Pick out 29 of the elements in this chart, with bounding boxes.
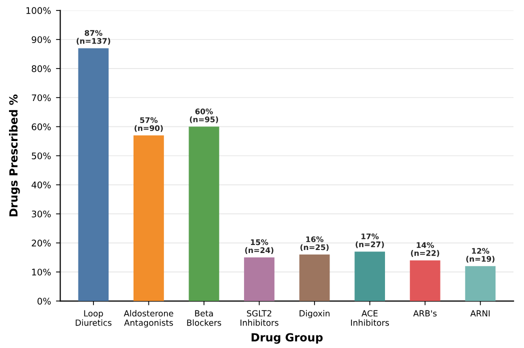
y-tick-label: 50% <box>32 152 51 160</box>
y-tick-label: 90% <box>32 36 51 44</box>
y-axis-title: Drugs Prescribed % <box>9 94 20 216</box>
x-tick-label: ACE Inhibitors <box>351 310 389 326</box>
y-tick-label: 20% <box>32 240 51 246</box>
y-tick-label: 60% <box>32 123 51 130</box>
x-tick-label: Digoxin <box>300 310 330 318</box>
y-tick-label: 80% <box>32 65 51 72</box>
y-tick-label: 0% <box>38 298 51 305</box>
y-tick-label: 30% <box>32 210 51 218</box>
x-tick-label: SGLT2 Inhibitors <box>240 310 278 326</box>
bar <box>134 135 164 302</box>
y-tick-label: 40% <box>32 182 51 188</box>
x-tick-label: ARNI <box>470 310 490 316</box>
bar <box>410 260 440 302</box>
y-tick-label: 100% <box>26 7 51 14</box>
x-tick-label: Aldosterone Antagonists <box>124 310 174 328</box>
y-tick-label: 10% <box>32 268 51 276</box>
x-tick-label: Beta Blockers <box>187 310 222 326</box>
bar <box>244 257 274 302</box>
bar <box>354 252 386 302</box>
x-axis-title: Drug Group <box>252 333 323 344</box>
bar <box>299 254 330 302</box>
x-tick-label: Loop Diuretics <box>76 310 112 326</box>
bar <box>78 48 109 302</box>
bar <box>465 266 496 302</box>
bar <box>188 126 220 302</box>
x-tick-label: ARB's <box>413 310 437 316</box>
y-tick-label: 70% <box>32 94 51 102</box>
